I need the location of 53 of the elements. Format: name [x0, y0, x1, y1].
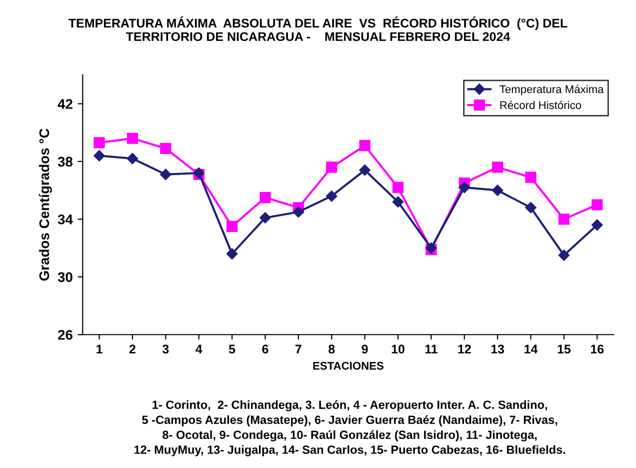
point: [292, 206, 304, 218]
point: [126, 152, 138, 164]
y-axis-title: Grados Centígrados °C: [38, 128, 52, 281]
x-tick-label: 11: [425, 344, 438, 354]
x-tick-label: 6: [262, 344, 268, 354]
point: [160, 142, 172, 154]
x-axis-title: ESTACIONES: [313, 362, 384, 370]
x-tick-label: 12: [458, 344, 471, 354]
point: [326, 162, 338, 173]
point: [359, 140, 370, 152]
point: [458, 182, 470, 194]
point: [94, 137, 105, 148]
x-tick-label: 14: [524, 344, 538, 354]
point: [492, 184, 504, 196]
y-tick-label: 30: [58, 272, 72, 282]
point: [126, 132, 138, 144]
x-tick-label: 15: [558, 344, 571, 354]
point: [525, 172, 536, 183]
point: [359, 164, 370, 176]
x-tick-label: 9: [362, 344, 368, 354]
point: [592, 199, 603, 210]
point: [260, 212, 271, 224]
x-tick-label: 10: [392, 344, 404, 354]
point: [226, 220, 238, 232]
x-tick-label: 13: [491, 344, 504, 354]
x-tick-label: 5: [228, 344, 236, 354]
legend-label: Récord Histórico: [500, 100, 582, 110]
point: [492, 162, 504, 173]
point: [226, 248, 238, 260]
x-tick-label: 4: [196, 344, 202, 354]
x-tick-label: 16: [590, 344, 604, 354]
point: [260, 192, 271, 204]
x-tick-label: 7: [295, 344, 302, 354]
x-tick-label: 1: [96, 344, 102, 354]
text: 1- Corinto, 2- Chinandega, 3. León, 4 - Aeropuerto Inter. A. C. Sandino, 5 -Campos Azules (Masatepe), 6- Javier Guerra Baéz (Nandaime), 7- Rivas, 8- Ocotal, 9- Condega, 10- Raúl González (San Isidro), 11- Jinotega, 12- MuyMuy, 13- Juigalpa, 14- San Carlos, 15- Puerto Cabezas, 16- Bluefields.: [134, 400, 566, 456]
y-tick-label: 26: [58, 330, 72, 340]
x-tick-label: 2: [129, 344, 136, 354]
point: [525, 202, 536, 214]
y-tick-label: 34: [58, 214, 73, 224]
y-tick-label: 38: [58, 156, 73, 167]
point: [160, 168, 172, 180]
point: [392, 196, 404, 208]
point: [392, 182, 404, 193]
x-tick-label: 3: [162, 344, 169, 354]
legend-label: Temperatura Máxima: [500, 84, 604, 96]
point: [592, 219, 603, 231]
point: [558, 214, 570, 225]
chart-title: TEMPERATURA MÁXIMA ABSOLUTA DEL AIRE VS RÉCORD HISTÓRICO (°C) DEL TERRITORIO DE NICARAGUA - MENSUAL FEBRERO DEL 2024: [68, 16, 568, 42]
point: [94, 150, 105, 162]
point: [558, 250, 570, 261]
y-tick-label: 42: [58, 99, 72, 109]
x-tick-label: 8: [328, 344, 335, 354]
point: [326, 190, 338, 202]
